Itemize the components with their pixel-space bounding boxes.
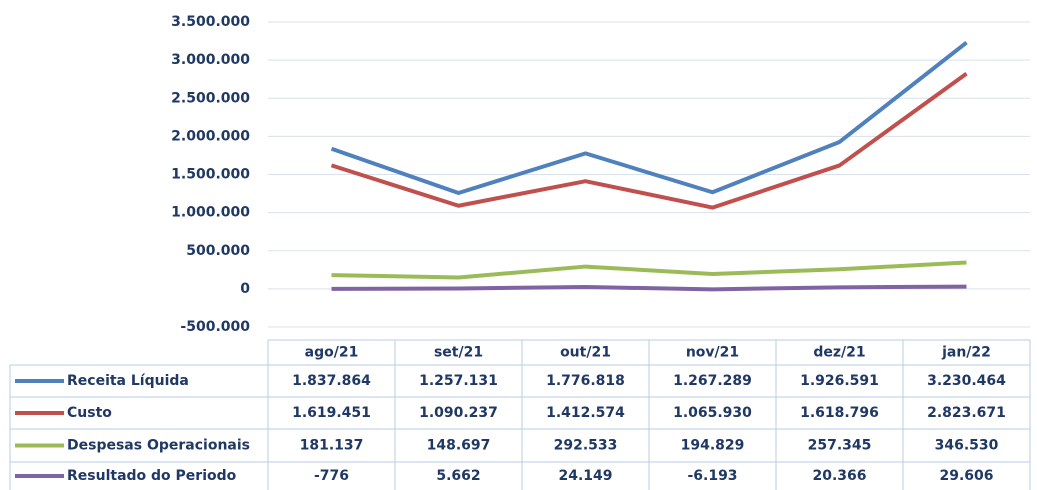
legend-label: Custo [67,405,112,421]
table-value: 292.533 [554,438,618,454]
y-tick-label: 1.000.000 [171,205,250,221]
table-value: 1.837.864 [292,373,371,389]
y-tick-label: -500.000 [180,319,250,335]
x-tick-label: out/21 [560,345,611,361]
x-tick-label: set/21 [434,345,483,361]
table-value: 2.823.671 [927,405,1006,421]
y-tick-label: 3.000.000 [171,52,250,68]
series-line [331,284,967,292]
table-value: 148.697 [427,438,491,454]
y-tick-label: 3.500.000 [171,14,250,30]
table-value: 346.530 [935,438,999,454]
table-value: 1.065.930 [673,405,752,421]
series-line [330,40,968,196]
table-value: 1.776.818 [546,373,625,389]
x-tick-label: ago/21 [305,345,359,361]
table-value: -776 [314,468,349,484]
y-tick-label: 0 [240,281,250,297]
table-value: -6.193 [687,468,737,484]
table-value: 181.137 [300,438,364,454]
table-value: 1.619.451 [292,405,371,421]
table-value: 1.926.591 [800,373,879,389]
table-value: 24.149 [558,468,612,484]
y-tick-label: 2.000.000 [171,128,250,144]
table-value: 1.257.131 [419,373,498,389]
table-value: 1.618.796 [800,405,879,421]
table-value: 5.662 [436,468,480,484]
table-value: 29.606 [939,468,993,484]
table-value: 1.412.574 [546,405,625,421]
table-value: 20.366 [812,468,866,484]
y-tick-label: 500.000 [186,243,250,259]
x-tick-label: nov/21 [686,345,739,361]
table-value: 3.230.464 [927,373,1006,389]
table-value: 1.090.237 [419,405,498,421]
y-tick-label: 2.500.000 [171,90,250,106]
legend-label: Receita Líquida [67,373,189,389]
table-value: 194.829 [681,438,745,454]
x-tick-label: jan/22 [941,345,991,361]
legend-label: Despesas Operacionais [67,438,250,454]
series-line [330,71,968,210]
y-tick-label: 1.500.000 [171,167,250,183]
x-tick-label: dez/21 [813,345,865,361]
legend-label: Resultado do Periodo [67,468,237,484]
table-value: 1.267.289 [673,373,752,389]
series-line [331,260,967,280]
table-value: 257.345 [808,438,872,454]
